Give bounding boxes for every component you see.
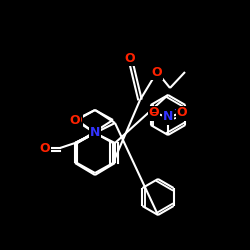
Text: O: O [72, 114, 82, 126]
Text: O: O [70, 114, 80, 126]
Text: O: O [149, 106, 159, 120]
Text: N: N [163, 110, 173, 124]
Text: −: − [149, 107, 160, 120]
Text: O: O [125, 52, 135, 64]
Text: N: N [90, 126, 100, 140]
Text: N: N [90, 126, 100, 140]
Text: O: O [177, 106, 187, 120]
Text: O: O [40, 142, 50, 154]
Text: O: O [152, 66, 162, 78]
Text: +: + [173, 105, 180, 114]
